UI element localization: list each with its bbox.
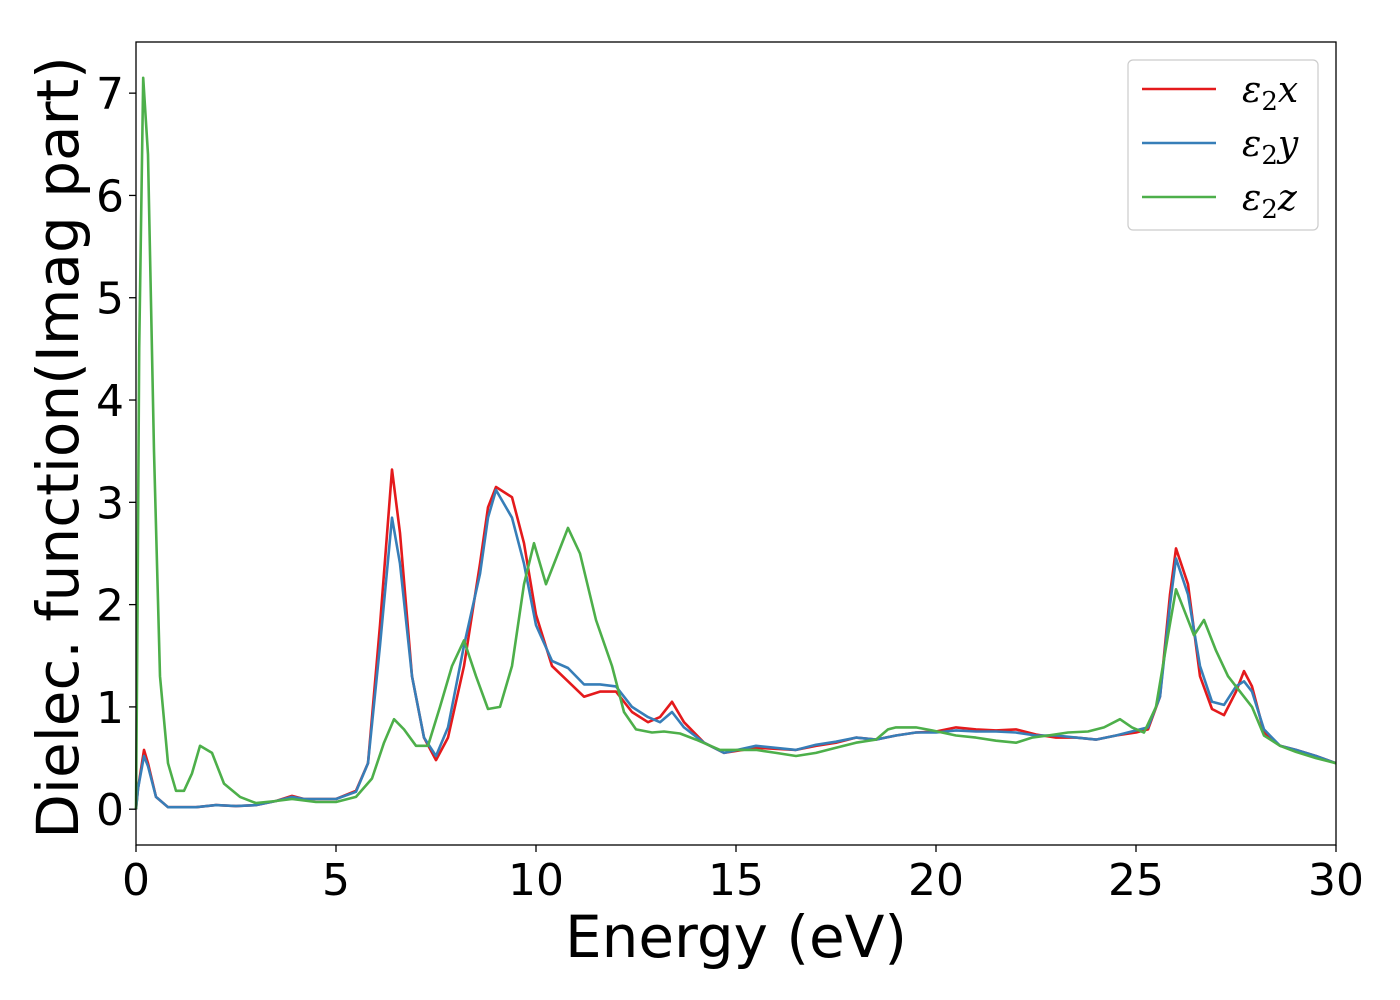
x-tick-label: 0	[122, 855, 150, 906]
y-tick-label: 5	[96, 274, 124, 325]
y-tick-label: 3	[96, 478, 124, 529]
x-tick-label: 25	[1108, 855, 1164, 906]
legend: ε2x ε2y ε2z	[1127, 59, 1319, 231]
x-tick-label: 15	[708, 855, 764, 906]
x-tick-label: 10	[508, 855, 564, 906]
x-tick-label: 30	[1308, 855, 1364, 906]
legend-label-x: ε2x	[1242, 70, 1298, 117]
series-line-x	[134, 468, 1337, 810]
y-tick-label: 0	[96, 785, 124, 836]
x-tick-label: 5	[322, 855, 350, 906]
y-tick-label: 6	[96, 171, 124, 222]
y-tick-label: 2	[96, 581, 124, 632]
y-tick-label: 7	[96, 69, 124, 120]
legend-box	[1127, 59, 1319, 231]
x-axis-title: Energy (eV)	[565, 903, 907, 971]
series-layer	[134, 76, 1337, 810]
y-tick-label: 1	[96, 683, 124, 734]
series-line-y	[134, 488, 1337, 810]
y-tick-label: 4	[96, 376, 124, 427]
legend-label-z: ε2z	[1242, 178, 1298, 225]
legend-label-y: ε2y	[1242, 124, 1299, 171]
x-tick-label: 20	[908, 855, 964, 906]
y-axis-title: Dielec. function(Imag part)	[24, 56, 92, 839]
ticks-layer: 0 5 10 15 20 25 30 0 1 2 3 4 5 6 7	[96, 69, 1364, 906]
series-line-z	[134, 76, 1337, 810]
